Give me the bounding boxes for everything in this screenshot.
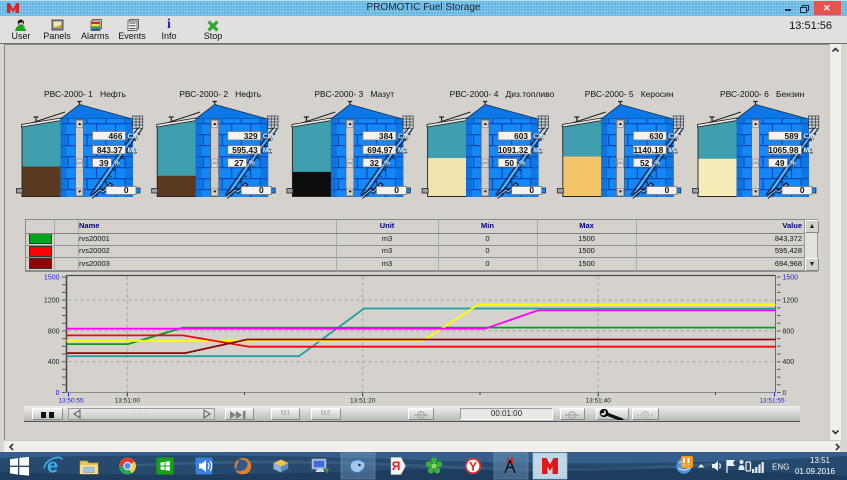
svg-text:%: % xyxy=(519,161,526,168)
svg-text:%: % xyxy=(249,161,256,168)
svg-text:400: 400 xyxy=(48,359,60,366)
svg-text:13:51:00: 13:51:00 xyxy=(115,398,141,405)
svg-text:800: 800 xyxy=(783,328,795,335)
svg-text:0: 0 xyxy=(259,185,264,195)
svg-text:01.09.2016: 01.09.2016 xyxy=(795,467,836,476)
svg-text:М3: М3 xyxy=(804,148,814,155)
svg-text:27: 27 xyxy=(234,158,244,168)
svg-text:РВС-2000- 5 Керосин: РВС-2000- 5 Керосин xyxy=(585,89,674,99)
svg-text:СМ: СМ xyxy=(533,134,544,141)
svg-text:1500: 1500 xyxy=(44,275,60,282)
svg-text:1140.18: 1140.18 xyxy=(633,145,663,155)
svg-text:1200: 1200 xyxy=(783,298,799,305)
svg-text:39: 39 xyxy=(99,158,109,168)
svg-text:32: 32 xyxy=(370,158,380,168)
svg-text:СМ: СМ xyxy=(128,134,139,141)
svg-text:13:51:20: 13:51:20 xyxy=(350,398,376,405)
svg-text:1500: 1500 xyxy=(783,275,799,282)
svg-text:1091.32: 1091.32 xyxy=(498,145,529,155)
svg-text:49: 49 xyxy=(775,158,785,168)
svg-text:0: 0 xyxy=(394,185,399,195)
svg-text:%: % xyxy=(654,161,661,168)
svg-text:595.43: 595.43 xyxy=(232,145,258,155)
svg-text:843.37: 843.37 xyxy=(97,145,123,155)
svg-text:1200: 1200 xyxy=(44,298,60,305)
svg-text:800: 800 xyxy=(48,328,60,335)
svg-text:РВС-2000- 4 Диз.топливо: РВС-2000- 4 Диз.топливо xyxy=(450,89,555,99)
svg-text:РВС-2000- 2 Нефть: РВС-2000- 2 Нефть xyxy=(179,89,262,99)
svg-text:ENG: ENG xyxy=(772,463,789,472)
svg-text:%: % xyxy=(114,161,121,168)
svg-text:466: 466 xyxy=(109,131,123,141)
svg-text:384: 384 xyxy=(379,131,393,141)
svg-text:РВС-2000- 3 Мазут: РВС-2000- 3 Мазут xyxy=(314,89,394,99)
svg-text:0: 0 xyxy=(665,185,670,195)
svg-text:РВС-2000- 6 Бензин: РВС-2000- 6 Бензин xyxy=(720,89,805,99)
svg-text:603: 603 xyxy=(514,131,528,141)
svg-text:СМ: СМ xyxy=(804,134,815,141)
svg-text:e: e xyxy=(47,456,58,478)
svg-text:0: 0 xyxy=(783,390,787,397)
svg-text:М3: М3 xyxy=(668,148,678,155)
svg-text:0: 0 xyxy=(800,185,805,195)
svg-text:13:50:55: 13:50:55 xyxy=(58,398,84,405)
svg-text:СМ: СМ xyxy=(668,134,679,141)
svg-text:329: 329 xyxy=(244,131,258,141)
svg-text:СМ: СМ xyxy=(263,134,274,141)
svg-text:СМ: СМ xyxy=(398,134,409,141)
svg-text:0: 0 xyxy=(124,185,129,195)
svg-text:М3: М3 xyxy=(398,148,408,155)
svg-text:%: % xyxy=(384,161,391,168)
svg-text:М3: М3 xyxy=(263,148,273,155)
svg-text:Я: Я xyxy=(392,459,401,473)
svg-text:13:51:55: 13:51:55 xyxy=(759,398,785,405)
svg-text:0: 0 xyxy=(529,185,534,195)
svg-text:Y: Y xyxy=(469,460,477,474)
svg-text:%: % xyxy=(790,161,797,168)
svg-text:13:51: 13:51 xyxy=(810,456,831,465)
svg-text:0: 0 xyxy=(56,390,60,397)
svg-text:РВС-2000- 1 Нефть: РВС-2000- 1 Нефть xyxy=(44,89,127,99)
svg-text:630: 630 xyxy=(649,131,663,141)
svg-text:М3: М3 xyxy=(128,148,138,155)
svg-text:694.97: 694.97 xyxy=(367,145,393,155)
svg-text:1065.98: 1065.98 xyxy=(768,145,799,155)
svg-text:М3: М3 xyxy=(533,148,543,155)
svg-text:13:51:40: 13:51:40 xyxy=(586,398,612,405)
svg-text:400: 400 xyxy=(783,359,795,366)
svg-text:589: 589 xyxy=(785,131,799,141)
svg-text:50: 50 xyxy=(505,158,515,168)
svg-text:52: 52 xyxy=(640,158,650,168)
